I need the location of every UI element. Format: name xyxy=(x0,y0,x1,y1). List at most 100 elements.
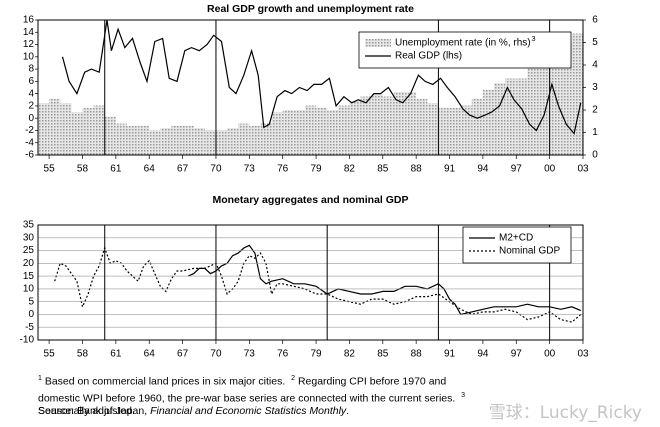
y2-tick-label: 2 xyxy=(592,105,598,116)
bar xyxy=(126,125,139,155)
x-tick-label: 67 xyxy=(177,164,189,175)
x-tick-label: 94 xyxy=(477,349,489,360)
legend-label: Real GDP (lhs) xyxy=(395,51,462,62)
y-tick-label: 2 xyxy=(28,101,34,112)
x-tick-label: 70 xyxy=(210,349,222,360)
chart-title: Real GDP growth and unemployment rate xyxy=(207,3,414,15)
y-tick-label: -5 xyxy=(25,322,34,333)
footnote: Based on commercial land prices in six m… xyxy=(44,375,286,388)
bar xyxy=(471,98,483,155)
x-tick-label: 76 xyxy=(277,349,289,360)
y-tick-label: 5 xyxy=(28,296,34,307)
plot-frame xyxy=(37,19,584,156)
bar xyxy=(438,107,450,155)
y2-tick-label: 6 xyxy=(592,15,598,26)
chart-title: Monetary aggregates and nominal GDP xyxy=(212,194,408,206)
y-tick-label: 10 xyxy=(23,51,35,62)
x-tick-label: 64 xyxy=(144,349,156,360)
y-tick-label: -10 xyxy=(20,335,35,346)
x-tick-label: 82 xyxy=(344,164,356,175)
y2-tick-label: 4 xyxy=(592,60,598,71)
charts: Real GDP growth and unemployment rate -6 -… xyxy=(20,3,599,360)
bar xyxy=(227,128,239,155)
legend-box xyxy=(358,31,572,69)
bar xyxy=(449,107,461,155)
bar xyxy=(304,105,317,155)
bar xyxy=(282,110,294,155)
bar xyxy=(38,103,50,155)
y-tick-label: 25 xyxy=(23,245,35,256)
y2-tick-label: 3 xyxy=(592,82,598,93)
source: Source: Bank of Japan, Financial and Eco… xyxy=(38,405,349,417)
bar xyxy=(60,103,72,155)
bar xyxy=(115,123,127,155)
bar xyxy=(93,105,105,155)
y2-tick-label: 0 xyxy=(592,150,598,161)
bar xyxy=(249,125,261,155)
x-tick-label: 70 xyxy=(210,164,222,175)
footnote-mark: 1 xyxy=(38,375,42,382)
source-prefix: Source: Bank of Japan, xyxy=(38,405,151,417)
y-tick-label: 16 xyxy=(23,15,35,26)
y2-tick-label: 5 xyxy=(592,37,598,48)
y-tick-label: 12 xyxy=(23,39,35,50)
y-tick-label: 0 xyxy=(28,113,34,124)
plot xyxy=(54,244,582,323)
y-tick-label: -6 xyxy=(25,150,34,161)
bar xyxy=(571,33,583,155)
y-tick-label: -4 xyxy=(25,137,34,148)
bar xyxy=(416,98,428,155)
bar xyxy=(160,128,172,155)
x-tick-label: 97 xyxy=(511,164,523,175)
x-tick-label: 82 xyxy=(344,349,356,360)
x-tick-label: 79 xyxy=(310,164,322,175)
x-tick-label: 58 xyxy=(77,164,89,175)
x-tick-label: 73 xyxy=(244,164,256,175)
x-tick-label: 88 xyxy=(411,349,423,360)
bar xyxy=(427,103,439,155)
footnote: Regarding CPI before 1970 and domestic W… xyxy=(38,375,456,405)
x-tick-label: 03 xyxy=(577,164,589,175)
bar xyxy=(338,105,350,155)
bar xyxy=(71,112,83,155)
bar xyxy=(49,98,61,155)
bar xyxy=(149,130,161,155)
x-tick-label: 58 xyxy=(77,349,89,360)
x-tick-label: 91 xyxy=(444,349,456,360)
y-tick-label: -2 xyxy=(25,125,34,136)
y-tick-label: 10 xyxy=(23,284,35,295)
bar xyxy=(327,110,339,155)
legend-label: Nominal GDP xyxy=(499,246,560,257)
bar xyxy=(549,49,561,155)
bar xyxy=(316,107,328,155)
bar xyxy=(271,112,283,155)
bar xyxy=(360,96,372,155)
x-tick-label: 97 xyxy=(511,349,523,360)
legend-note: 3 xyxy=(532,36,536,43)
x-tick-label: 61 xyxy=(110,349,122,360)
bar xyxy=(215,130,228,155)
plot xyxy=(38,20,583,155)
x-tick-label: 00 xyxy=(544,164,556,175)
bar xyxy=(538,49,550,155)
series-line xyxy=(61,20,582,135)
y-tick-label: 30 xyxy=(23,232,35,243)
bar xyxy=(171,125,183,155)
x-tick-label: 85 xyxy=(377,164,389,175)
bar xyxy=(382,96,394,155)
footnote-mark: 3 xyxy=(461,391,466,399)
bar xyxy=(204,130,216,155)
bar xyxy=(482,89,495,155)
y-tick-label: 15 xyxy=(23,271,35,282)
bar xyxy=(494,83,506,155)
bar xyxy=(505,78,517,155)
bar xyxy=(560,42,572,155)
bar xyxy=(349,101,361,155)
legend-box xyxy=(462,226,572,264)
x-tick-label: 88 xyxy=(411,164,423,175)
x-tick-label: 94 xyxy=(477,164,489,175)
series-line xyxy=(187,244,582,316)
series-line xyxy=(54,246,582,323)
x-tick-label: 61 xyxy=(110,164,122,175)
y2-tick-label: 1 xyxy=(592,127,598,138)
